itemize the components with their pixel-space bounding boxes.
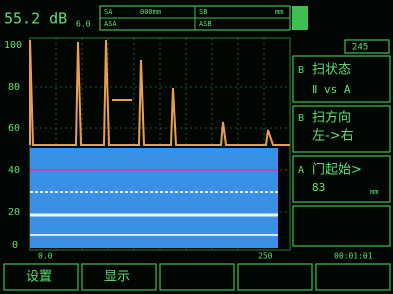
status-text: SA — [104, 8, 113, 16]
clock: 00:01:01 — [334, 252, 373, 261]
status-text: 000mm — [140, 8, 161, 16]
status-text: ASA — [104, 20, 117, 28]
menu-key: A — [298, 165, 304, 176]
menu-label: 门起始> — [312, 163, 362, 178]
gain-step: 6.0 — [76, 20, 91, 29]
menu-value: 左->右 — [312, 129, 354, 144]
menu-key: B — [298, 65, 304, 76]
x-label: 0.0 — [38, 252, 53, 261]
b-scan — [30, 148, 278, 248]
status-text: mm — [275, 8, 283, 16]
y-label: 20 — [8, 207, 20, 218]
menu-value: 83 — [312, 181, 325, 194]
button-label[interactable]: 设置 — [26, 270, 52, 285]
x-label: 250 — [258, 252, 273, 261]
y-label: 80 — [8, 82, 20, 93]
device-screen: 55.2 dB 6.0 SA 000mm SB mm ASA ASB 100 8… — [0, 0, 393, 294]
gain: 55.2 dB — [4, 10, 67, 28]
y-label: 0 — [12, 240, 18, 251]
y-label: 100 — [4, 40, 22, 51]
menu-value: Ⅱ vs A — [312, 83, 351, 96]
menu-label: 扫方向 — [312, 110, 351, 126]
range: 245 — [352, 43, 368, 53]
y-label: 60 — [8, 123, 20, 134]
menu-unit: mm — [370, 188, 378, 196]
indicator — [292, 6, 308, 30]
y-label: 40 — [8, 165, 20, 176]
menu-key: B — [298, 113, 304, 124]
menu-label: 扫状态 — [312, 63, 351, 78]
status-text: ASB — [199, 20, 212, 28]
button-label[interactable]: 显示 — [104, 270, 130, 285]
status-text: SB — [199, 8, 207, 16]
